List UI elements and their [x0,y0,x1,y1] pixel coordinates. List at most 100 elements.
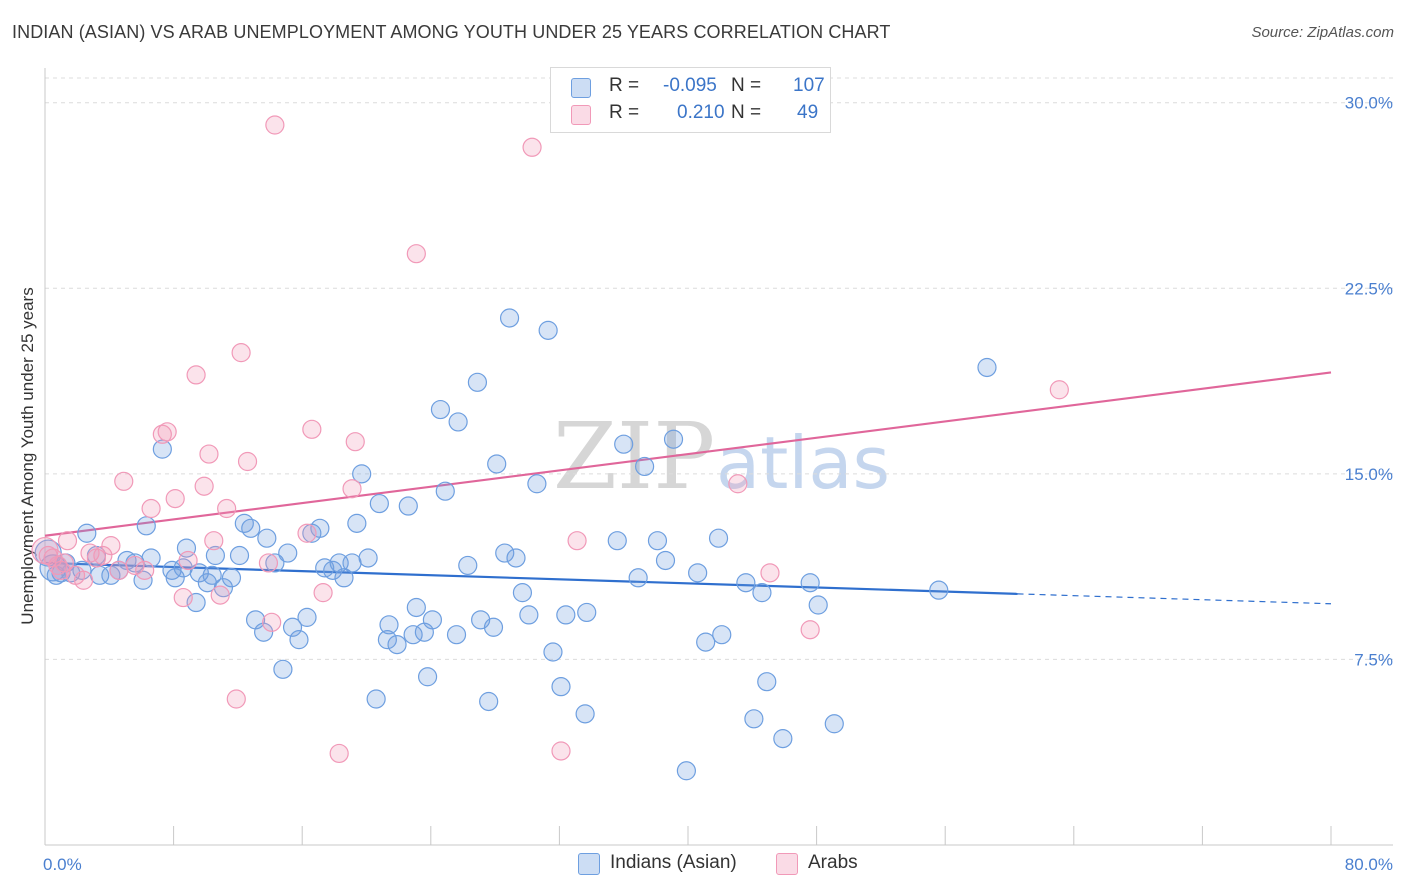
point-arabs [345,432,365,452]
trend-line-indians-extension [1017,593,1332,605]
point-indians [512,583,533,603]
point-indians [736,573,756,593]
point-indians [379,615,399,635]
point-arabs [157,422,177,442]
point-indians [176,538,197,558]
point-indians [929,580,949,600]
point-indians [310,518,330,538]
point-indians [467,372,488,392]
point-indians [352,464,372,484]
point-indians [752,583,772,603]
point-indians [696,632,716,652]
point-indians [499,308,520,328]
point-arabs [800,620,820,640]
point-arabs [217,498,237,519]
watermark-zip: ZIP [553,403,715,510]
legend-n-label: N = [731,102,762,123]
x-tick-label: 80.0% [1345,855,1393,874]
point-indians [551,677,571,697]
point-arabs [302,419,322,439]
point-arabs [186,365,206,385]
point-indians [446,625,467,645]
point-indians [575,704,595,724]
point-indians [430,399,451,420]
point-indians [186,592,206,613]
point-indians [757,672,777,692]
legend-swatch-arabs [776,853,798,875]
point-indians [221,568,242,588]
point-arabs [178,550,198,571]
point-arabs [204,531,224,551]
legend-r-label: R = [609,75,640,96]
point-indians [282,617,303,637]
point-indians [688,563,708,583]
source-label: Source: ZipAtlas.com [1251,24,1394,41]
point-arabs [194,476,214,496]
point-indians [655,550,676,571]
point-indians [152,439,172,459]
point-arabs [226,689,246,709]
point-arabs [101,536,121,556]
point-indians [458,555,478,576]
point-indians [254,622,274,642]
chart-title: INDIAN (ASIAN) VS ARAB UNEMPLOYMENT AMON… [12,22,891,42]
point-arabs [54,553,74,573]
point-indians [744,709,764,729]
point-arabs [210,585,230,605]
legend-label-indians: Indians (Asian) [610,852,737,873]
point-indians [527,474,547,494]
point-arabs [265,115,285,135]
point-indians [289,630,309,650]
point-arabs [262,612,282,632]
legend-r-value: -0.095 [663,75,717,96]
point-indians [234,513,254,533]
point-arabs [258,553,279,573]
point-indians [773,729,793,749]
point-indians [133,570,153,590]
point-arabs [760,563,780,583]
legend-n-value: 49 [797,102,819,123]
point-indians [265,553,285,573]
point-indians [676,761,696,781]
point-indians [634,456,655,477]
point-indians [257,528,277,548]
point-indians [278,543,298,563]
tick-labels: 7.5% 15.0% 22.5% 30.0% 0.0% 80.0% [43,94,1393,874]
point-arabs [135,560,155,580]
point-indians [607,531,627,551]
grid-lines [45,77,1393,660]
series-legend: Indians (Asian) Arabs [0,852,1406,878]
legend-n-value: 107 [793,75,825,96]
point-indians [241,518,261,538]
point-indians [577,602,597,623]
point-indians [487,454,507,474]
point-indians [614,434,634,454]
point-indians [406,597,426,618]
point-arabs [125,555,145,576]
legend-swatch-arabs [571,105,591,125]
point-indians [543,642,563,662]
trend-line-arabs [44,371,1332,537]
point-indians [435,481,455,501]
point-indians [77,523,97,543]
point-indians [479,691,499,712]
point-indians [165,568,185,588]
point-arabs [165,489,185,509]
x-tick-label: 0.0% [43,855,82,874]
y-tick-label: 22.5% [1345,279,1393,298]
point-arabs [567,531,587,551]
point-arabs [141,498,161,519]
point-indians [495,543,515,563]
point-arabs [551,741,571,761]
point-indians [323,560,343,580]
point-arabs [231,343,251,363]
point-indians [315,558,335,578]
point-arabs [342,479,362,499]
point-arabs [237,451,258,472]
point-indians [628,568,648,588]
correlation-legend: R = -0.095 N = 107 R = 0.210 N = 49 [550,67,831,133]
legend-swatch-indians [578,853,600,875]
point-indians [342,553,362,573]
point-indians [141,548,161,568]
